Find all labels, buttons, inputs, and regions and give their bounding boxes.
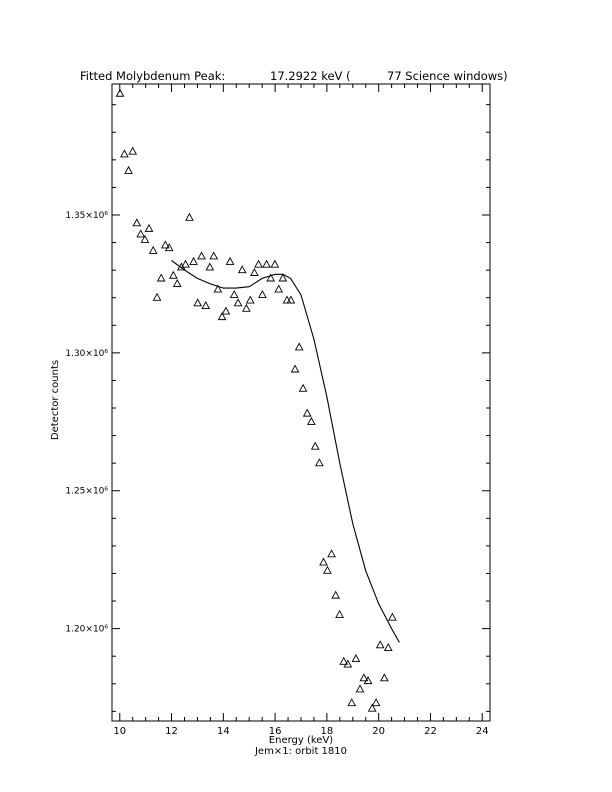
fit-curve: [171, 260, 400, 643]
data-point-triangle: [164, 243, 174, 252]
data-point-triangle: [306, 416, 316, 425]
data-point-triangle: [217, 312, 227, 321]
y-tick-label: 1.20×10⁶: [65, 625, 108, 635]
plot-footer: Jem×1: orbit 1810: [254, 746, 347, 757]
y-tick-label: 1.35×10⁶: [65, 211, 108, 221]
data-point-triangle: [367, 703, 377, 712]
x-tick-label: 20: [372, 726, 385, 737]
data-point-triangle: [315, 458, 324, 467]
data-point-triangle: [380, 673, 389, 682]
data-point-triangle: [375, 640, 385, 649]
data-point-triangle: [144, 223, 154, 232]
data-point-triangle: [388, 612, 397, 621]
data-point-triangle: [221, 306, 231, 315]
data-point-triangle: [351, 654, 361, 663]
x-tick-label: 10: [113, 726, 126, 737]
y-axis-ticks: 1.20×10⁶ 1.25×10⁶ 1.30×10⁶ 1.35×10⁶: [65, 104, 490, 712]
x-tick-label: 24: [476, 726, 489, 737]
data-point-triangle: [383, 642, 393, 651]
data-point-triangle: [339, 656, 349, 665]
chart-title-energy: 17.2922 keV (: [270, 69, 351, 83]
data-point-triangle: [160, 240, 170, 249]
data-point-triangle: [242, 303, 251, 312]
y-axis-label: Detector counts: [50, 360, 61, 440]
data-point-triangle: [209, 251, 219, 260]
x-tick-label: 12: [165, 726, 178, 737]
data-point-triangle: [205, 262, 215, 271]
data-point-triangle: [181, 259, 190, 268]
data-point-triangle: [152, 292, 162, 301]
data-point-triangle: [355, 684, 365, 693]
plot-frame: [111, 83, 491, 722]
data-point-triangle: [193, 298, 203, 307]
data-point-triangle: [128, 146, 138, 155]
x-tick-label: 18: [321, 726, 334, 737]
data-marks: [115, 88, 400, 712]
data-point-triangle: [371, 698, 381, 707]
data-point-triangle: [294, 342, 304, 351]
data-point-triangle: [189, 256, 198, 265]
data-point-triangle: [201, 301, 211, 310]
data-point-triangle: [197, 251, 206, 260]
data-point-triangle: [331, 590, 341, 599]
data-point-triangle: [225, 256, 235, 265]
data-point-triangle: [270, 259, 280, 268]
data-point-triangle: [185, 212, 194, 221]
data-point-triangle: [233, 298, 243, 307]
data-point-triangle: [310, 441, 320, 450]
data-point-triangle: [347, 698, 357, 707]
data-point-triangle: [335, 609, 344, 618]
data-point-triangle: [172, 278, 182, 287]
data-point-triangle: [156, 273, 166, 282]
data-point-triangle: [229, 290, 239, 299]
data-point-triangle: [237, 265, 247, 274]
data-point-triangle: [254, 259, 263, 268]
x-tick-label: 14: [217, 726, 230, 737]
data-point-triangle: [302, 408, 312, 417]
data-point-triangle: [286, 295, 296, 304]
data-point-triangle: [359, 673, 369, 682]
data-point-triangle: [250, 267, 259, 276]
data-point-triangle: [278, 273, 288, 282]
data-point-triangle: [274, 284, 284, 293]
data-point-triangle: [262, 259, 271, 268]
x-axis-ticks: 10 12 14 16 18 20 22 24: [113, 84, 489, 737]
chart-title-windows: 77 Science windows): [387, 69, 508, 83]
data-point-triangle: [136, 229, 146, 238]
data-point-triangle: [132, 218, 142, 227]
data-point-triangle: [140, 234, 150, 243]
data-point-triangle: [319, 557, 328, 566]
x-axis-label: Energy (keV): [269, 735, 334, 746]
data-point-triangle: [323, 565, 332, 574]
data-point-triangle: [120, 149, 129, 158]
data-point-triangle: [343, 659, 353, 668]
data-point-triangle: [245, 295, 255, 304]
data-point-triangle: [290, 364, 300, 373]
x-tick-label: 16: [269, 726, 282, 737]
y-tick-label: 1.30×10⁶: [65, 349, 108, 359]
data-point-triangle: [327, 549, 336, 558]
data-point-triangle: [115, 88, 125, 97]
data-point-triangle: [169, 270, 178, 279]
data-point-triangle: [298, 383, 308, 392]
data-point-triangle: [213, 284, 223, 293]
data-point-triangle: [148, 245, 158, 254]
chart-title-left: Fitted Molybdenum Peak:: [80, 69, 225, 83]
data-point-triangle: [124, 165, 133, 174]
y-tick-label: 1.25×10⁶: [65, 487, 108, 497]
data-point-triangle: [258, 290, 267, 299]
data-point-triangle: [266, 273, 276, 282]
data-point-triangle: [363, 676, 373, 685]
x-tick-label: 22: [424, 726, 437, 737]
